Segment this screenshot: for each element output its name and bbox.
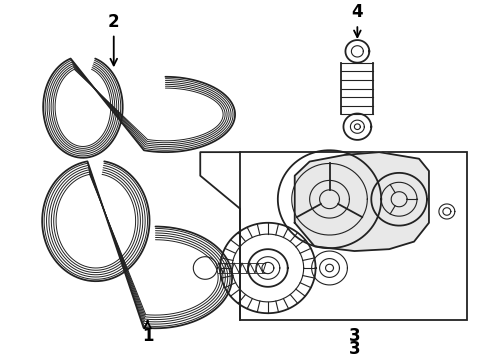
Bar — [240, 152, 467, 320]
Text: 2: 2 — [108, 13, 120, 66]
Polygon shape — [294, 152, 429, 251]
Text: 4: 4 — [351, 4, 363, 37]
Text: 3: 3 — [348, 339, 360, 357]
Text: 1: 1 — [142, 321, 153, 345]
Text: 3: 3 — [348, 328, 360, 346]
